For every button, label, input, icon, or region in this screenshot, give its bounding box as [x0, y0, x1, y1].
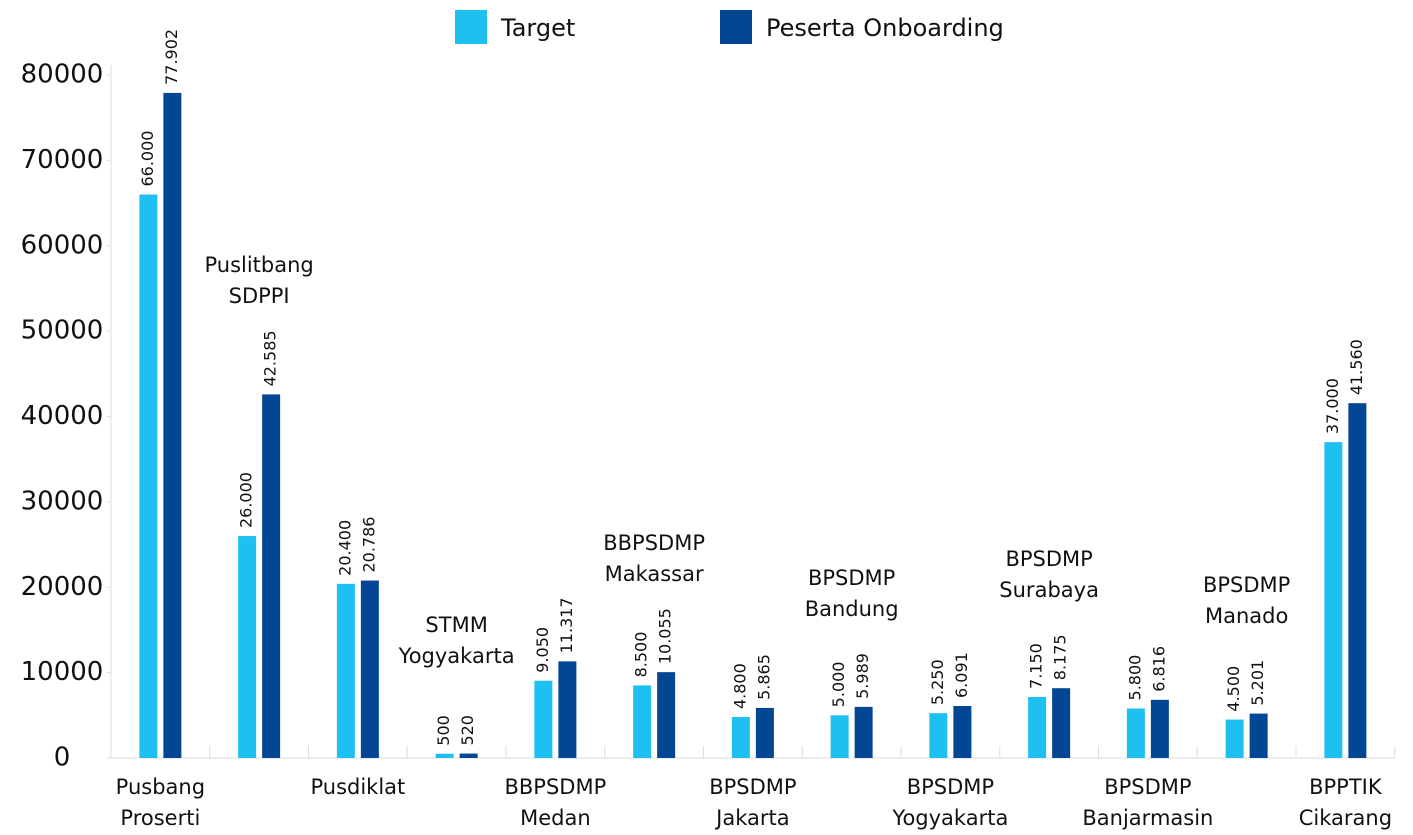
bar	[1028, 696, 1047, 758]
x-tick-label: BPSDMP Manado	[1202, 572, 1291, 628]
bar	[1150, 699, 1169, 758]
bar	[336, 583, 355, 758]
value-label: 5.989	[853, 653, 872, 699]
bar	[238, 536, 257, 758]
bar	[1225, 719, 1244, 758]
value-label: 8.175	[1051, 634, 1070, 680]
x-tick-label: Pusdiklat	[310, 775, 406, 799]
bar	[830, 715, 849, 758]
value-label: 66.000	[138, 131, 157, 187]
bar	[755, 707, 774, 758]
value-label: 8.500	[632, 632, 651, 678]
y-tick-label: 60000	[21, 230, 104, 260]
bar	[731, 717, 750, 758]
bar	[1126, 708, 1145, 758]
y-tick-label: 20000	[21, 572, 104, 602]
bar	[262, 394, 281, 758]
bar	[558, 661, 577, 758]
x-tick-label: BBPSDMP Medan	[504, 775, 607, 830]
value-label: 500	[434, 715, 453, 746]
x-tick-label: BPSDMP Banjarmasin	[1082, 775, 1214, 830]
legend-swatch	[720, 10, 752, 44]
y-tick-label: 0	[54, 743, 71, 773]
bar	[929, 713, 948, 758]
x-tick-label: BPPTIK Cikarang	[1298, 775, 1393, 830]
value-label: 5.865	[754, 654, 773, 700]
bar	[1324, 442, 1343, 758]
value-label: 6.091	[952, 652, 971, 698]
value-label: 9.050	[533, 627, 552, 673]
value-label: 7.150	[1027, 643, 1046, 689]
legend-swatch	[455, 10, 487, 44]
x-tick-label: BBPSDMP Makassar	[603, 531, 705, 587]
bar	[1348, 403, 1367, 758]
legend-label: Peserta Onboarding	[766, 14, 1004, 42]
bar	[953, 705, 972, 758]
bar	[534, 680, 553, 758]
bar	[633, 685, 652, 758]
bar	[163, 92, 182, 758]
value-label: 26.000	[237, 472, 256, 528]
y-tick-label: 50000	[21, 316, 104, 346]
value-label: 42.585	[261, 330, 280, 386]
value-label: 20.400	[335, 520, 354, 576]
value-label: 10.055	[656, 608, 675, 664]
bar	[1052, 688, 1071, 758]
bar	[1249, 713, 1268, 758]
y-tick-label: 30000	[21, 486, 104, 516]
bar	[435, 753, 454, 758]
y-tick-label: 70000	[21, 145, 104, 175]
y-tick-label: 80000	[21, 60, 104, 90]
value-label: 11.317	[557, 597, 576, 653]
y-tick-label: 40000	[21, 401, 104, 431]
x-tick-label: Puslitbang SDPPI	[204, 253, 314, 309]
bar	[854, 706, 873, 758]
x-tick-label: Pusbang Proserti	[115, 775, 206, 830]
value-label: 520	[458, 715, 477, 746]
value-label: 77.902	[162, 29, 181, 85]
value-label: 4.500	[1224, 666, 1243, 712]
bar	[360, 580, 379, 758]
x-tick-label: STMM Yogyakarta	[398, 612, 515, 668]
bar	[139, 194, 158, 758]
y-tick-label: 10000	[21, 657, 104, 687]
value-label: 41.560	[1347, 339, 1366, 395]
x-tick-label: BPSDMP Jakarta	[709, 775, 797, 830]
value-label: 6.816	[1149, 646, 1168, 692]
value-label: 4.800	[730, 663, 749, 709]
bar	[459, 753, 478, 758]
bar	[657, 672, 676, 758]
x-tick-label: BPSDMP Bandung	[804, 565, 899, 621]
x-tick-label: BPSDMP Yogyakarta	[892, 775, 1009, 830]
value-label: 37.000	[1323, 378, 1342, 434]
value-label: 20.786	[359, 517, 378, 573]
value-label: 5.800	[1125, 655, 1144, 701]
x-tick-label: BPSDMP Surabaya	[999, 547, 1099, 603]
value-label: 5.000	[829, 662, 848, 708]
value-label: 5.250	[928, 659, 947, 705]
legend-label: Target	[500, 14, 575, 42]
value-label: 5.201	[1248, 660, 1267, 706]
